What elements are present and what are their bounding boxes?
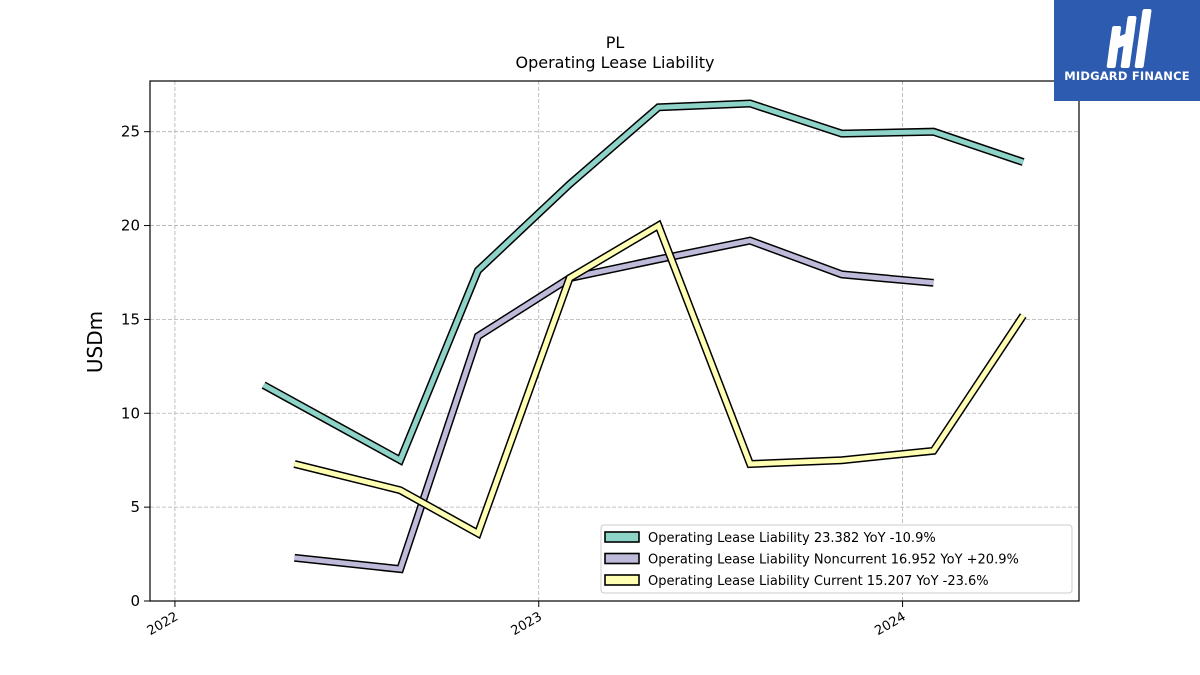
series-line-1 [261, 99, 1025, 466]
x-tick-label: 2022 [145, 609, 181, 639]
chart-subtitle: Operating Lease Liability [515, 53, 714, 72]
series-line-3 [293, 219, 1027, 540]
series-stroke [262, 100, 1025, 464]
brand-mark-icon [1106, 9, 1152, 68]
x-tick-label: 2023 [509, 609, 545, 639]
y-tick-label: 10 [121, 404, 140, 422]
y-tick-label: 5 [130, 498, 140, 516]
series-layer [261, 99, 1027, 574]
brand-name: MIDGARD FINANCE [1064, 69, 1190, 83]
y-tick-label: 25 [121, 123, 140, 141]
series-stroke [294, 238, 934, 572]
series-outline [294, 236, 934, 574]
plot-frame [149, 80, 1080, 602]
legend-label: Operating Lease Liability Current 15.207… [648, 574, 989, 589]
y-tick-label: 15 [121, 310, 140, 328]
legend: Operating Lease Liability 23.382 YoY -10… [600, 524, 1073, 594]
legend-box [600, 524, 1073, 594]
legend-label: Operating Lease Liability Noncurrent 16.… [648, 553, 1019, 568]
series-stroke [293, 221, 1026, 538]
x-tick-label: 2024 [872, 609, 908, 639]
legend-swatch [604, 552, 640, 565]
legend-swatch [604, 531, 640, 543]
y-tick-label: 0 [130, 592, 140, 610]
series-outline [293, 219, 1027, 540]
legend-label: Operating Lease Liability 23.382 YoY -10… [648, 531, 936, 546]
brand-logo: MIDGARD FINANCE [1054, 0, 1200, 101]
chart-title: PL [606, 33, 625, 52]
grid [150, 81, 1079, 602]
legend-swatch [604, 574, 640, 586]
y-tick-label: 20 [121, 217, 140, 235]
y-axis-label: USDm [83, 311, 107, 373]
series-line-2 [294, 236, 934, 574]
